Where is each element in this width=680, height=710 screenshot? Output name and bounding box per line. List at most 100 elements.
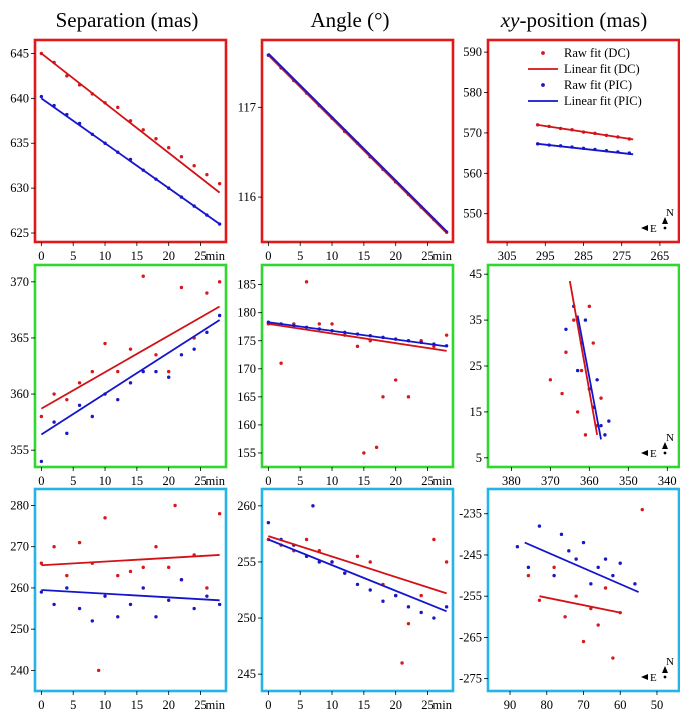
data-point-dc xyxy=(179,155,184,159)
data-point-dc xyxy=(560,391,564,396)
data-point-pic xyxy=(633,582,637,586)
x-tick-label: 50 xyxy=(651,698,664,710)
y-tick-label: 185 xyxy=(237,278,256,292)
panel-r0c2: 305 295 285 275 265 550 560 570 580 590 NE Raw fit … xyxy=(463,38,680,263)
data-point-dc xyxy=(90,369,95,374)
data-point-pic xyxy=(564,327,568,331)
y-tick-label: -275 xyxy=(459,672,482,686)
x-tick-label: 285 xyxy=(574,249,593,263)
data-point-dc xyxy=(304,537,309,542)
legend-label: Linear fit (DC) xyxy=(564,62,640,76)
column-title-angle: Angle (°) xyxy=(311,8,390,32)
x-tick-label: 5 xyxy=(297,698,303,710)
data-point-pic xyxy=(559,532,564,537)
panel-frame xyxy=(33,487,228,693)
y-tick-label: 165 xyxy=(237,390,256,404)
data-point-dc xyxy=(205,586,209,590)
data-point-dc xyxy=(141,565,145,570)
data-point-pic xyxy=(618,561,622,565)
data-point-dc xyxy=(368,560,372,564)
data-point-pic xyxy=(583,318,588,322)
x-tick-label: 295 xyxy=(536,249,555,263)
data-point-pic xyxy=(574,557,578,561)
data-point-dc xyxy=(205,291,209,295)
data-point-pic xyxy=(39,459,44,464)
fit-line-dc xyxy=(40,305,221,410)
data-point-dc xyxy=(603,586,608,590)
x-tick-label: 5 xyxy=(70,698,76,710)
data-point-pic xyxy=(381,599,385,603)
y-tick-label: 590 xyxy=(463,45,482,59)
data-point-dc xyxy=(526,573,531,578)
data-point-dc xyxy=(564,350,568,354)
north-arrow-icon xyxy=(662,666,668,673)
y-tick-label: 240 xyxy=(10,663,29,677)
data-point-pic xyxy=(90,414,95,419)
x-tick-label: 20 xyxy=(162,474,175,488)
data-point-dc xyxy=(205,172,209,177)
data-point-dc xyxy=(167,369,171,374)
data-point-pic xyxy=(266,520,271,525)
data-point-dc xyxy=(217,280,222,284)
y-tick-label: 580 xyxy=(463,86,482,100)
y-tick-label: 255 xyxy=(237,555,256,569)
x-unit-label: min xyxy=(433,474,453,488)
data-point-dc xyxy=(444,333,449,337)
data-point-pic xyxy=(515,545,520,549)
data-point-dc xyxy=(381,395,385,399)
data-point-pic xyxy=(65,586,69,590)
x-tick-label: 5 xyxy=(70,474,76,488)
legend-label: Raw fit (PIC) xyxy=(564,78,632,92)
fit-line-dc xyxy=(267,54,448,234)
data-point-pic xyxy=(552,573,556,578)
data-point-dc xyxy=(640,507,644,512)
legend-label: Raw fit (DC) xyxy=(564,46,630,60)
x-unit-label: min xyxy=(206,474,226,488)
data-point-pic xyxy=(311,504,315,508)
fit-line-dc xyxy=(40,52,221,194)
data-point-dc xyxy=(52,392,56,396)
data-point-dc xyxy=(141,274,145,278)
panel-frame xyxy=(260,263,455,469)
data-point-pic xyxy=(526,565,531,570)
x-tick-label: 5 xyxy=(297,474,303,488)
data-point-dc xyxy=(587,304,592,309)
data-point-dc xyxy=(572,318,576,322)
y-tick-label: 160 xyxy=(237,418,256,432)
data-point-dc xyxy=(179,285,184,290)
data-point-dc xyxy=(154,353,158,357)
y-tick-label: 560 xyxy=(463,166,482,180)
y-tick-label: -255 xyxy=(459,589,482,603)
data-point-dc xyxy=(444,560,449,564)
data-point-dc xyxy=(575,410,580,414)
data-point-dc xyxy=(116,105,120,110)
y-tick-label: 116 xyxy=(238,190,256,204)
fit-line-dc xyxy=(568,280,599,436)
data-point-dc xyxy=(192,163,196,168)
data-point-pic xyxy=(217,602,222,607)
data-point-pic xyxy=(77,403,82,407)
y-tick-label: 245 xyxy=(237,667,256,681)
x-tick-label: 370 xyxy=(541,474,560,488)
y-tick-label: 630 xyxy=(10,181,29,195)
data-point-dc xyxy=(581,639,586,644)
data-point-dc xyxy=(537,598,542,603)
fit-line-pic xyxy=(268,321,447,348)
x-tick-label: 305 xyxy=(498,249,517,263)
y-tick-label: 260 xyxy=(237,499,256,513)
data-point-dc xyxy=(548,378,553,382)
y-tick-label: 250 xyxy=(10,622,29,636)
data-point-pic xyxy=(116,397,120,402)
y-tick-label: 15 xyxy=(470,405,483,419)
compass-center-dot xyxy=(663,675,667,679)
y-tick-label: -265 xyxy=(459,630,482,644)
data-point-pic xyxy=(217,313,222,318)
x-tick-label: 25 xyxy=(421,474,434,488)
data-point-pic xyxy=(141,586,145,590)
data-point-dc xyxy=(362,451,366,455)
x-tick-label: 60 xyxy=(614,698,627,710)
data-point-dc xyxy=(173,503,177,508)
x-tick-label: 25 xyxy=(194,249,207,263)
x-tick-label: 15 xyxy=(131,249,144,263)
